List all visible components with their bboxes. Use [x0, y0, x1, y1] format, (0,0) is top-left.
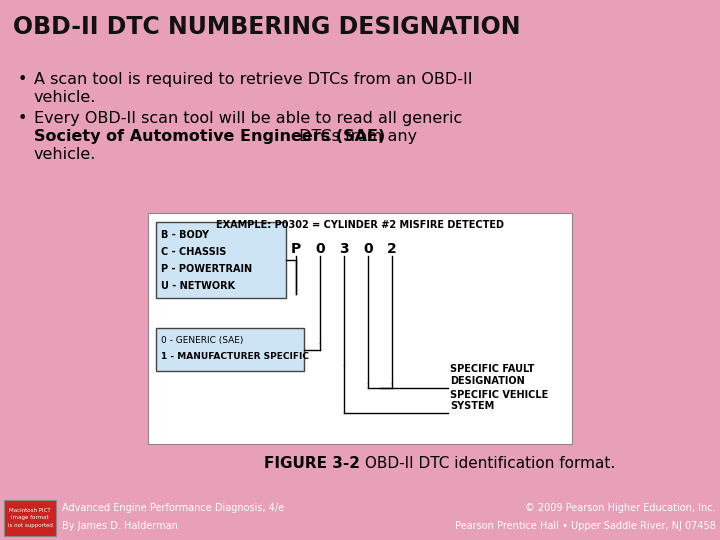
Text: 0: 0 [363, 242, 373, 256]
Text: OBD-II DTC identification format.: OBD-II DTC identification format. [360, 456, 616, 471]
Bar [148, 213, 572, 443]
Text: P: P [291, 242, 301, 256]
Text: By James D. Halderman: By James D. Halderman [62, 521, 178, 531]
Text: SPECIFIC FAULT
DESIGNATION: SPECIFIC FAULT DESIGNATION [450, 364, 534, 386]
Text: C - CHASSIS: C - CHASSIS [161, 247, 226, 256]
Bar [4, 500, 56, 536]
Text: 0: 0 [315, 242, 325, 256]
Bar [156, 221, 286, 298]
Text: SPECIFIC VEHICLE
SYSTEM: SPECIFIC VEHICLE SYSTEM [450, 390, 548, 411]
Text: •: • [18, 111, 27, 125]
Text: DTCs from any: DTCs from any [294, 129, 417, 144]
Text: OBD-II DTC NUMBERING DESIGNATION: OBD-II DTC NUMBERING DESIGNATION [13, 15, 521, 39]
Text: 1 - MANUFACTURER SPECIFIC: 1 - MANUFACTURER SPECIFIC [161, 352, 309, 361]
Text: B - BODY: B - BODY [161, 230, 209, 240]
Text: © 2009 Pearson Higher Education, Inc.: © 2009 Pearson Higher Education, Inc. [526, 503, 716, 513]
Text: •: • [18, 72, 27, 87]
Bar [156, 328, 304, 371]
Text: EXAMPLE: P0302 = CYLINDER #2 MISFIRE DETECTED: EXAMPLE: P0302 = CYLINDER #2 MISFIRE DET… [216, 219, 504, 230]
Text: 3: 3 [339, 242, 348, 256]
Text: Pearson Prentice Hall • Upper Saddle River, NJ 07458: Pearson Prentice Hall • Upper Saddle Riv… [455, 521, 716, 531]
Text: P - POWERTRAIN: P - POWERTRAIN [161, 264, 252, 274]
Text: U - NETWORK: U - NETWORK [161, 281, 235, 291]
Text: Society of Automotive Engineers (SAE): Society of Automotive Engineers (SAE) [34, 129, 385, 144]
Text: is not supported: is not supported [8, 523, 53, 529]
Text: Advanced Engine Performance Diagnosis, 4/e: Advanced Engine Performance Diagnosis, 4… [62, 503, 284, 513]
Text: 2: 2 [387, 242, 397, 256]
Text: 0 - GENERIC (SAE): 0 - GENERIC (SAE) [161, 335, 243, 345]
Text: Macintosh PICT: Macintosh PICT [9, 508, 51, 512]
Text: Every OBD-II scan tool will be able to read all generic: Every OBD-II scan tool will be able to r… [34, 111, 462, 125]
Text: vehicle.: vehicle. [34, 90, 96, 105]
Text: image format: image format [11, 516, 49, 521]
Text: vehicle.: vehicle. [34, 147, 96, 162]
Text: A scan tool is required to retrieve DTCs from an OBD-II: A scan tool is required to retrieve DTCs… [34, 72, 472, 87]
Text: FIGURE 3-2: FIGURE 3-2 [264, 456, 360, 471]
